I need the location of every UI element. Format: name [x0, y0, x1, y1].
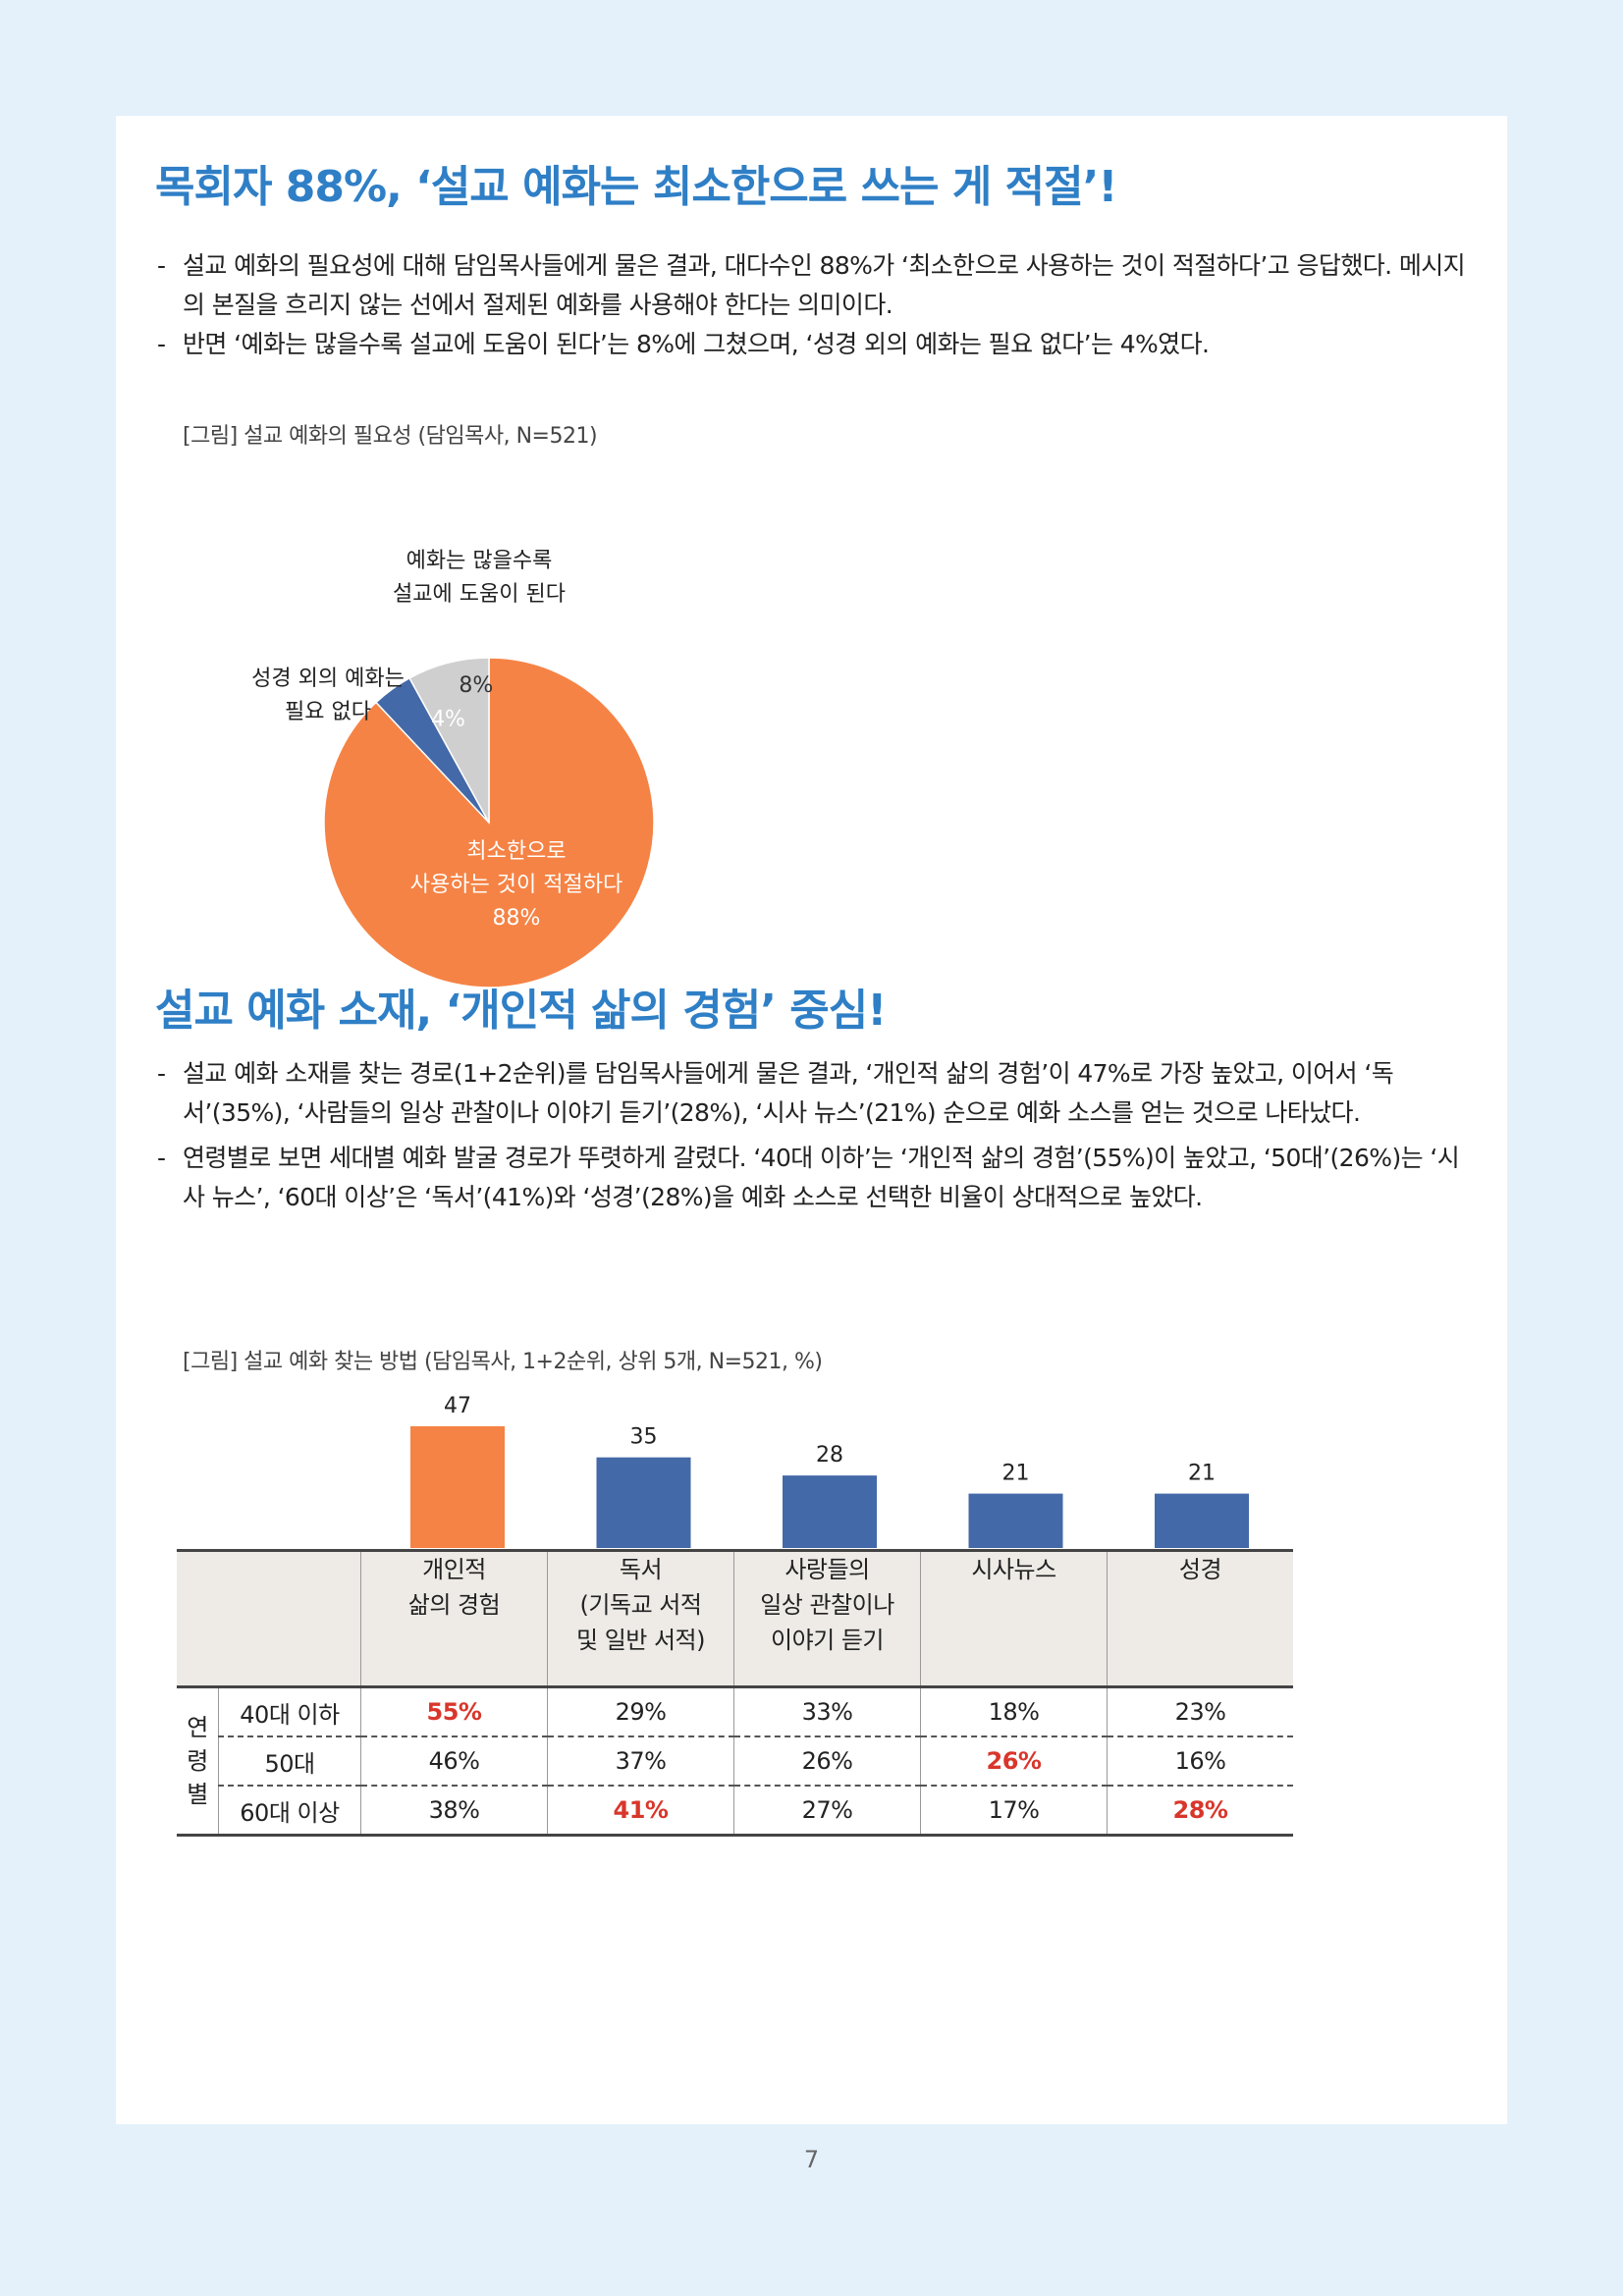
- section1-title: 목회자 88%, ‘설교 예화는 최소한으로 쓰는 게 적절’!: [155, 162, 1117, 212]
- pie-slice-label: 필요 없다: [285, 700, 371, 724]
- table-header-cell: 성경: [1107, 1549, 1293, 1688]
- pie-slice-label: 사용하는 것이 적절하다: [410, 873, 622, 897]
- table-header-line: 개인적: [422, 1556, 486, 1583]
- section2-bullet-1: 설교 예화 소재를 찾는 경로(1+2순위)를 담임목사들에게 물은 결과, ‘…: [155, 1054, 1476, 1133]
- table-header-line: 이야기 듣기: [770, 1627, 885, 1654]
- table-corner: [177, 1549, 361, 1688]
- table-cell: 26%: [733, 1736, 921, 1787]
- table-header-line: 및 일반 서적): [575, 1627, 706, 1654]
- table-cell: 26%: [920, 1736, 1108, 1787]
- bar-chart: 47 35 28 21 21: [410, 1394, 1249, 1548]
- table-cell: 29%: [547, 1686, 734, 1737]
- pie-caption: [그림] 설교 예화의 필요성 (담임목사, N=521): [183, 424, 598, 449]
- bar-value-label: 21: [1002, 1462, 1030, 1486]
- table-cell: 16%: [1107, 1736, 1293, 1787]
- pie-slice-2: [408, 657, 490, 824]
- table-row: 50대 46% 37% 26% 26% 16%: [177, 1736, 1293, 1787]
- age-group-char: 연: [187, 1714, 208, 1741]
- table-header-line: 사랑들의: [784, 1556, 870, 1583]
- table-cell: 28%: [1107, 1786, 1293, 1837]
- table-cell: 33%: [733, 1686, 921, 1737]
- table-header-line: (기독교 서적: [579, 1591, 702, 1619]
- bar-0: [410, 1426, 505, 1548]
- table-header-line: 성경: [1178, 1556, 1222, 1583]
- bar-2: [783, 1475, 877, 1548]
- table-cell: 27%: [733, 1786, 921, 1837]
- age-group-char: 령: [187, 1747, 208, 1775]
- table-cell: 23%: [1107, 1686, 1293, 1737]
- table-header-line: 일상 관찰이나: [760, 1591, 894, 1619]
- row-label: 60대 이상: [218, 1786, 361, 1837]
- bar-value-label: 35: [630, 1425, 658, 1450]
- pie-slice-label: 설교에 도움이 된다: [393, 582, 566, 607]
- table-cell: 18%: [920, 1686, 1108, 1737]
- table-cell: 38%: [360, 1786, 548, 1837]
- table-header-line: 시사뉴스: [971, 1556, 1056, 1583]
- table-row: 60대 이상 38% 41% 27% 17% 28%: [177, 1786, 1293, 1837]
- pie-slice-label: 성경 외의 예화는: [251, 667, 405, 691]
- pie-slice-value: 8%: [459, 673, 493, 698]
- section1-bullet-1: 설교 예화의 필요성에 대해 담임목사들에게 물은 결과, 대다수인 88%가 …: [155, 246, 1476, 325]
- bar-4: [1155, 1493, 1249, 1548]
- bar-value-label: 28: [816, 1443, 843, 1468]
- age-group-char: 별: [187, 1781, 208, 1808]
- table-cell: 41%: [547, 1786, 734, 1837]
- table-cell: 37%: [547, 1736, 734, 1787]
- bar-caption: [그림] 설교 예화 찾는 방법 (담임목사, 1+2순위, 상위 5개, N=…: [183, 1350, 823, 1374]
- bar-1: [596, 1457, 691, 1548]
- section2-title: 설교 예화 소재, ‘개인적 삶의 경험’ 중심!: [155, 986, 887, 1036]
- row-label: 50대: [218, 1736, 361, 1787]
- table-header-line: 독서: [619, 1556, 663, 1583]
- table-row: 연 령 별 40대 이하 55% 29% 33% 18% 23%: [177, 1686, 1293, 1837]
- pie-slice-label: 예화는 많을수록: [406, 549, 553, 573]
- table-cell: 55%: [360, 1686, 548, 1737]
- page-number: 7: [803, 2146, 820, 2173]
- section2-bullets: 설교 예화 소재를 찾는 경로(1+2순위)를 담임목사들에게 물은 결과, ‘…: [155, 1054, 1476, 1217]
- pie-slice-value: 4%: [431, 708, 465, 732]
- section1-bullets: 설교 예화의 필요성에 대해 담임목사들에게 물은 결과, 대다수인 88%가 …: [155, 246, 1476, 364]
- row-label: 40대 이하: [218, 1686, 361, 1737]
- page: 목회자 88%, ‘설교 예화는 최소한으로 쓰는 게 적절’! 설교 예화의 …: [116, 116, 1507, 2124]
- pie-slice-label: 최소한으로: [466, 839, 566, 864]
- bar-3: [968, 1493, 1063, 1548]
- table-cell: 17%: [920, 1786, 1108, 1837]
- section2-bullet-2: 연령별로 보면 세대별 예화 발굴 경로가 뚜렷하게 갈렸다. ‘40대 이하’…: [155, 1139, 1476, 1217]
- bar-value-label: 47: [444, 1394, 471, 1418]
- bar-value-label: 21: [1188, 1462, 1216, 1486]
- section1-bullet-2: 반면 ‘예화는 많을수록 설교에 도움이 된다’는 8%에 그쳤으며, ‘성경 …: [155, 325, 1476, 364]
- table-cell: 46%: [360, 1736, 548, 1787]
- table-header-line: 삶의 경험: [407, 1591, 501, 1619]
- pie-slice-value: 88%: [493, 906, 541, 931]
- table-header-cell: 시사뉴스: [920, 1549, 1108, 1688]
